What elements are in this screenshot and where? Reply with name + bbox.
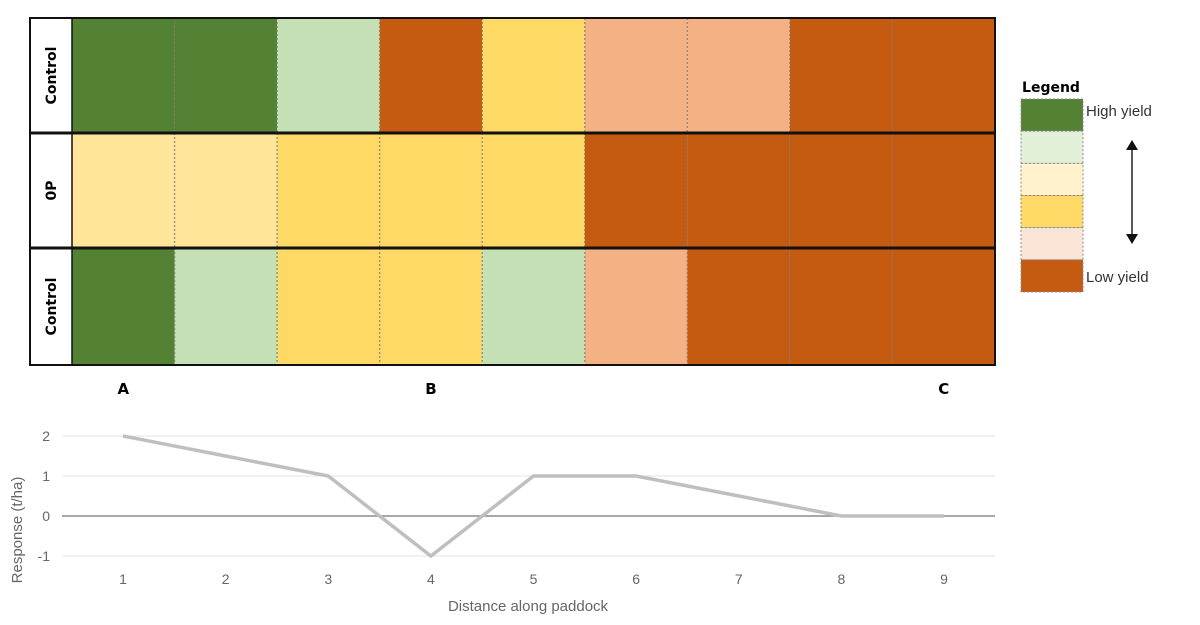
legend-high-label: High yield xyxy=(1086,103,1152,120)
x-tick-label: 3 xyxy=(324,571,332,587)
legend-low-label: Low yield xyxy=(1086,269,1149,286)
heatmap: Control 0P Control A B C xyxy=(29,17,996,398)
heatmap-cell xyxy=(379,18,483,133)
legend-swatch xyxy=(1020,98,1084,132)
heatmap-cell xyxy=(379,248,483,365)
row-label-cell xyxy=(30,248,72,365)
heatmap-cell xyxy=(277,248,380,365)
row-label: 0P xyxy=(44,180,60,200)
heatmap-cell xyxy=(482,248,585,365)
legend: Legend High yield Low yield xyxy=(1020,80,1152,293)
heatmap-cell xyxy=(482,133,585,248)
x-tick-label: 5 xyxy=(530,571,538,587)
series-line xyxy=(122,434,944,559)
y-tick-label: 1 xyxy=(42,468,50,484)
heatmap-cell xyxy=(687,248,790,365)
heatmap-cell xyxy=(174,18,278,133)
legend-title: Legend xyxy=(1022,80,1080,96)
heatmap-cell xyxy=(687,18,790,133)
position-label: C xyxy=(938,380,949,398)
x-tick-label: 1 xyxy=(119,571,127,587)
legend-swatch xyxy=(1020,130,1084,164)
heatmap-cell xyxy=(789,248,893,365)
x-tick-label: 8 xyxy=(837,571,845,587)
heatmap-cell xyxy=(72,248,175,365)
heatmap-cell xyxy=(892,133,995,248)
heatmap-cell xyxy=(584,133,688,248)
heatmap-cell xyxy=(277,18,380,133)
y-axis-label: Response (t/ha) xyxy=(9,477,26,584)
heatmap-cell xyxy=(72,133,175,248)
x-tick-label: 7 xyxy=(735,571,743,587)
heatmap-cell xyxy=(482,18,585,133)
row-label-cell xyxy=(30,133,72,248)
y-tick-label: -1 xyxy=(38,548,51,564)
heatmap-cell xyxy=(584,248,688,365)
legend-swatch xyxy=(1020,195,1084,229)
double-arrow-icon xyxy=(1126,140,1138,244)
row-label-cell xyxy=(30,18,72,133)
heatmap-cell xyxy=(174,248,278,365)
line-chart: Response (t/ha) Distance along paddock 2… xyxy=(9,428,995,615)
x-axis-label: Distance along paddock xyxy=(448,598,609,615)
row-label: Control xyxy=(44,278,60,336)
x-tick-label: 4 xyxy=(427,571,435,587)
heatmap-cell xyxy=(789,133,893,248)
heatmap-cell xyxy=(174,133,278,248)
heatmap-cell xyxy=(584,18,688,133)
heatmap-cell xyxy=(687,133,790,248)
position-label: B xyxy=(425,380,436,398)
x-tick-label: 2 xyxy=(222,571,230,587)
legend-swatch xyxy=(1020,259,1084,293)
position-label: A xyxy=(117,380,129,398)
heatmap-cell xyxy=(72,18,175,133)
y-tick-label: 0 xyxy=(42,508,50,524)
x-tick-label: 6 xyxy=(632,571,640,587)
x-tick-label: 9 xyxy=(940,571,948,587)
heatmap-cell xyxy=(892,18,995,133)
row-label: Control xyxy=(44,47,60,105)
legend-swatch xyxy=(1020,227,1084,261)
heatmap-cell xyxy=(379,133,483,248)
legend-swatch xyxy=(1020,162,1084,196)
heatmap-cell xyxy=(789,18,893,133)
y-tick-label: 2 xyxy=(42,428,50,444)
heatmap-cell xyxy=(277,133,380,248)
heatmap-cell xyxy=(892,248,995,365)
heatmap-border xyxy=(29,17,996,366)
